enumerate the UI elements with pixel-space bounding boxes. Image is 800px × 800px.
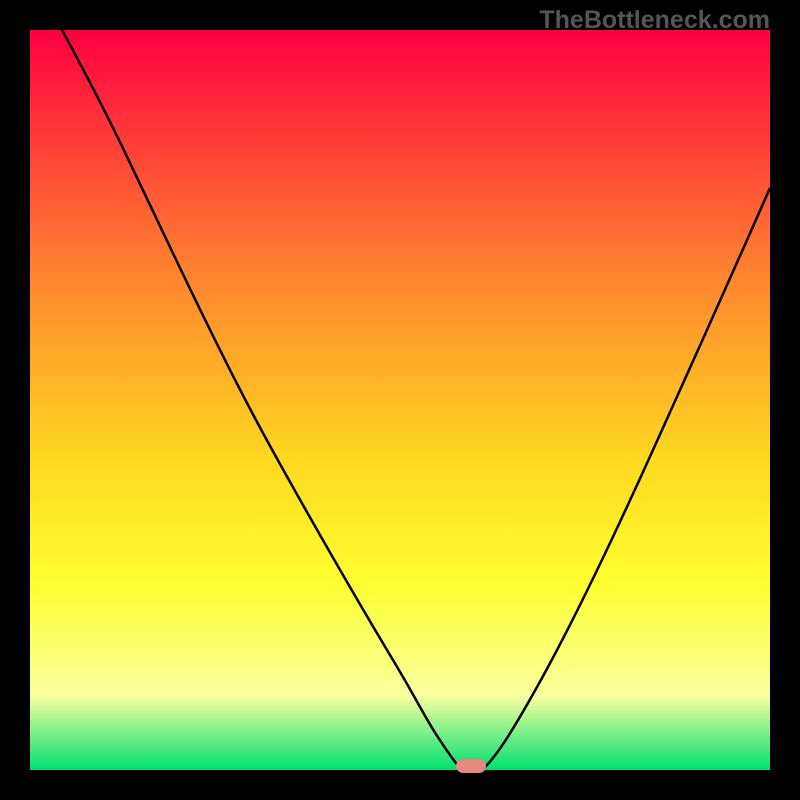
watermark-text: TheBottleneck.com: [539, 6, 770, 35]
chart-container: TheBottleneck.com: [0, 0, 800, 800]
bottleneck-curve: [30, 30, 770, 770]
optimal-point-marker: [456, 759, 486, 773]
plot-area: [30, 30, 770, 770]
